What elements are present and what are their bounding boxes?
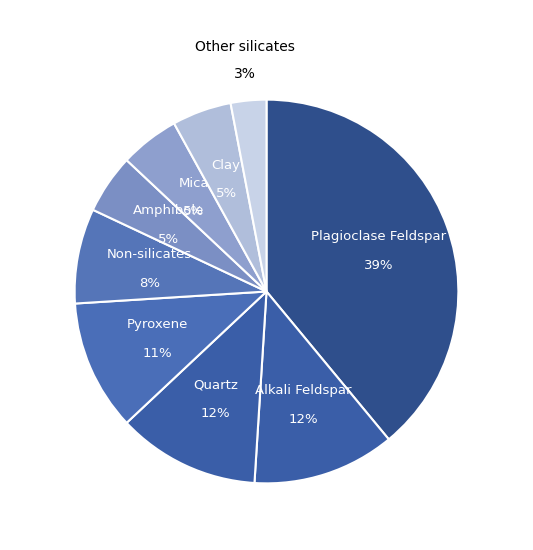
Text: Non-silicates: Non-silicates [107, 248, 192, 261]
Wedge shape [231, 100, 266, 292]
Wedge shape [93, 160, 266, 292]
Text: 39%: 39% [364, 259, 393, 272]
Wedge shape [75, 292, 266, 423]
Text: 11%: 11% [142, 346, 172, 360]
Text: 12%: 12% [201, 407, 231, 420]
Text: 5%: 5% [216, 188, 237, 200]
Text: Clay: Clay [212, 159, 241, 172]
Text: 12%: 12% [288, 412, 318, 426]
Text: Amphibole: Amphibole [132, 204, 204, 217]
Wedge shape [266, 100, 458, 439]
Wedge shape [127, 292, 266, 483]
Text: 3%: 3% [235, 67, 256, 81]
Text: Pyroxene: Pyroxene [127, 318, 188, 331]
Text: Quartz: Quartz [193, 378, 238, 391]
Text: Mica: Mica [178, 177, 209, 190]
Text: Alkali Feldspar: Alkali Feldspar [255, 384, 351, 397]
Wedge shape [254, 292, 389, 483]
Text: 8%: 8% [139, 277, 160, 290]
Wedge shape [174, 103, 266, 292]
Text: Other silicates: Other silicates [195, 40, 295, 54]
Text: 5%: 5% [158, 233, 179, 245]
Wedge shape [127, 123, 266, 292]
Wedge shape [75, 210, 266, 304]
Text: 5%: 5% [183, 205, 204, 218]
Text: Plagioclase Feldspar: Plagioclase Feldspar [311, 230, 446, 243]
